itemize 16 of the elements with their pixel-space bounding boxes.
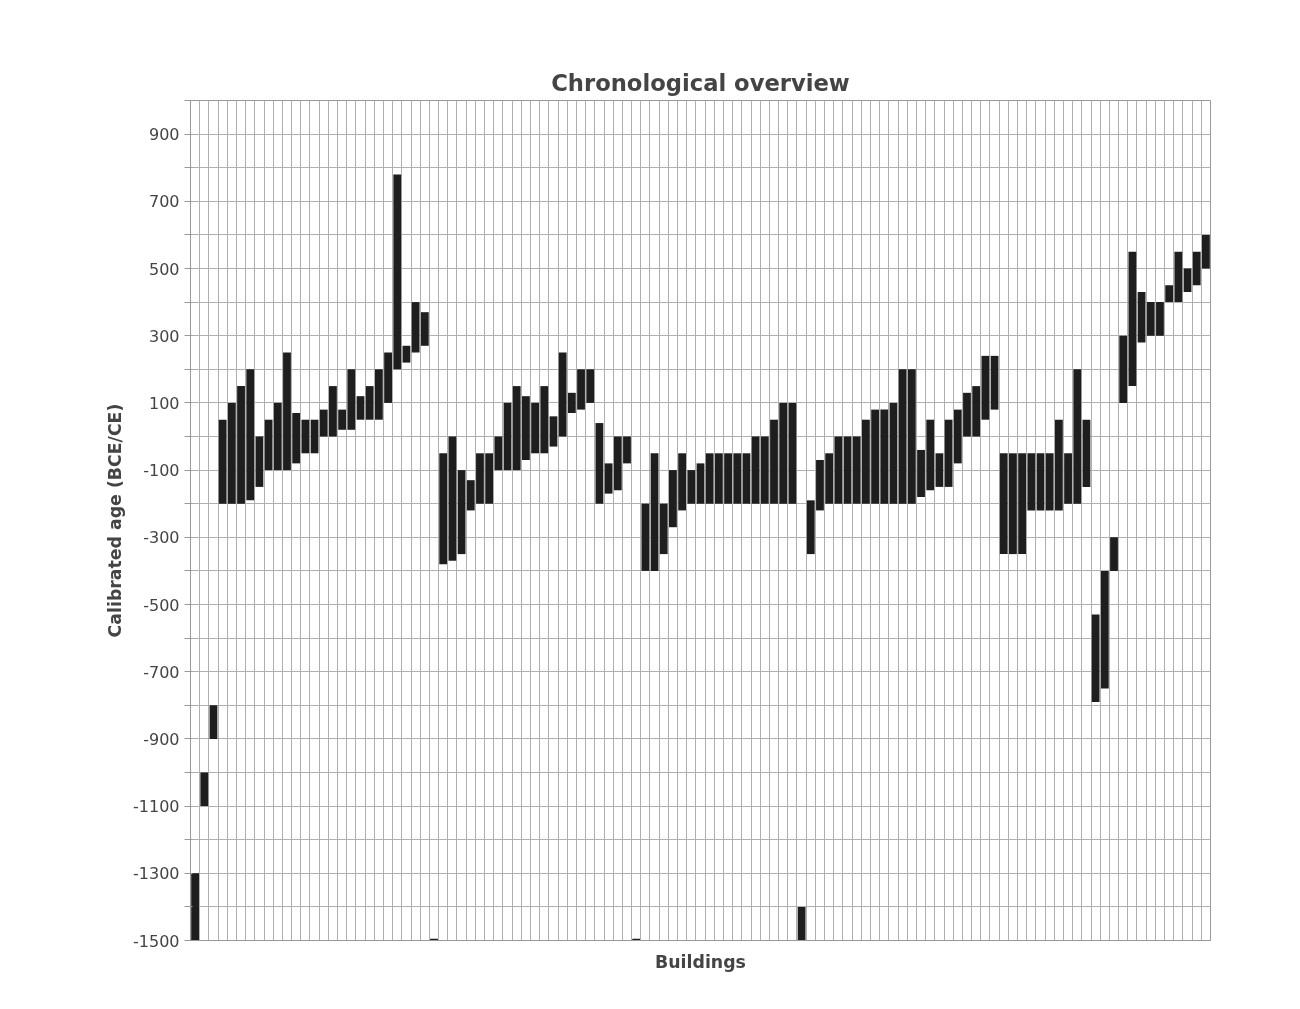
y-tick-label: -700 <box>143 662 180 682</box>
y-tick-label: 100 <box>148 393 180 413</box>
y-tick-label: -300 <box>143 528 180 548</box>
y-tick-label: -500 <box>143 595 180 615</box>
chart-title: Chronological overview <box>551 69 850 96</box>
y-tick-label: 500 <box>148 259 180 279</box>
y-axis-title: Calibrated age (BCE/CE) <box>105 403 126 638</box>
y-tick-label: -100 <box>143 461 180 481</box>
y-tick-label: 900 <box>148 125 180 145</box>
y-tick-label: -1300 <box>133 864 180 884</box>
y-tick-label: -1100 <box>133 797 180 817</box>
y-tick-label: -1500 <box>133 931 180 951</box>
x-axis-title: Buildings <box>655 951 746 972</box>
y-tick-label: 700 <box>148 192 180 212</box>
y-tick-label: -900 <box>143 729 180 749</box>
y-tick-label: 300 <box>148 326 180 346</box>
